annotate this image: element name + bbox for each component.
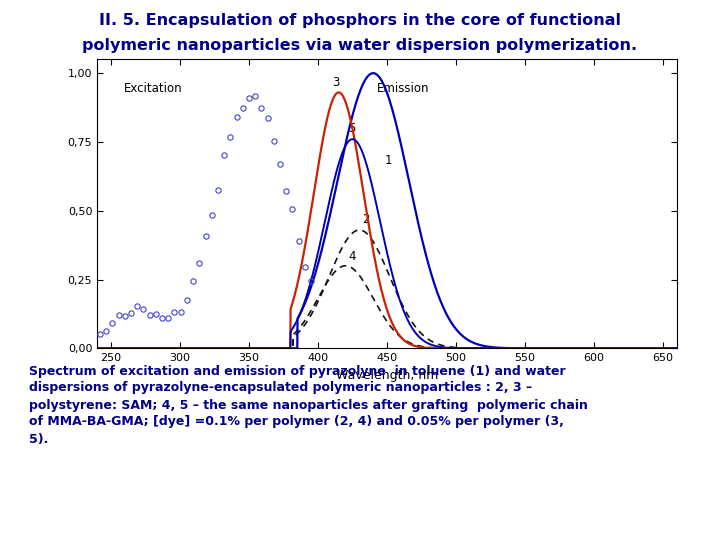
Text: 2: 2 — [362, 213, 369, 226]
Text: 3: 3 — [332, 76, 339, 89]
Text: Emission: Emission — [377, 83, 430, 96]
Text: 4: 4 — [348, 250, 356, 264]
Text: polymeric nanoparticles via water dispersion polymerization.: polymeric nanoparticles via water disper… — [82, 38, 638, 53]
Text: Spectrum of excitation and emission of pyrazolyne  in toluene (1) and water
disp: Spectrum of excitation and emission of p… — [29, 364, 588, 445]
Text: Excitation: Excitation — [123, 83, 182, 96]
Text: II. 5. Encapsulation of phosphors in the core of functional: II. 5. Encapsulation of phosphors in the… — [99, 14, 621, 29]
X-axis label: Wavelength, nm: Wavelength, nm — [336, 369, 438, 382]
Text: 1: 1 — [384, 154, 392, 167]
Text: 5: 5 — [348, 123, 356, 136]
